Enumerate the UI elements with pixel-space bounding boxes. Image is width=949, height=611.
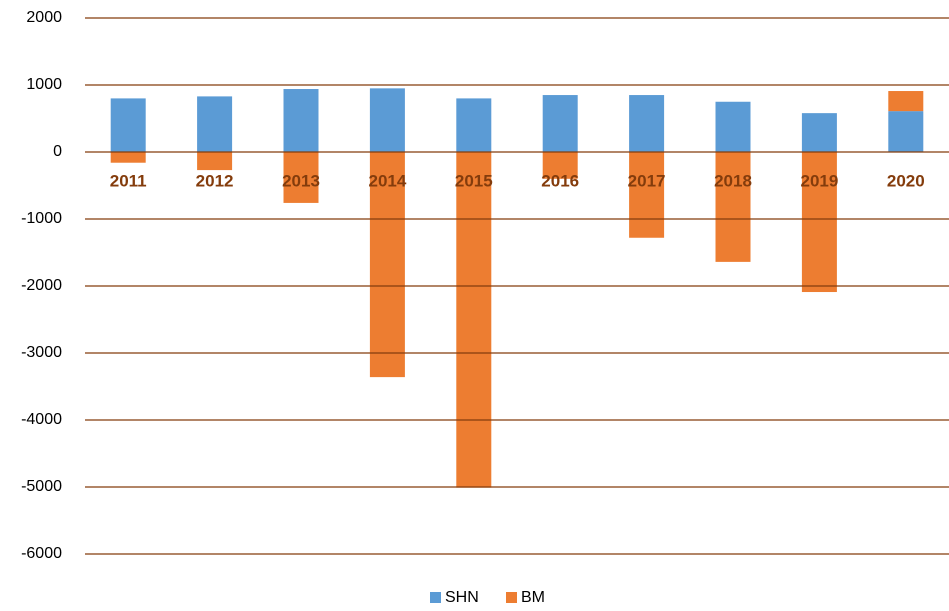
bar bbox=[542, 95, 578, 152]
x-tick-label: 2019 bbox=[800, 171, 838, 190]
y-tick-label: -6000 bbox=[21, 545, 62, 562]
bar bbox=[715, 101, 751, 152]
bar bbox=[456, 152, 492, 488]
y-tick-label: -2000 bbox=[21, 277, 62, 294]
bar bbox=[197, 96, 233, 152]
legend-label: BM bbox=[521, 589, 545, 606]
bar bbox=[629, 152, 665, 238]
y-tick-label: -5000 bbox=[21, 478, 62, 495]
bar bbox=[801, 113, 837, 152]
y-tick-label: 2000 bbox=[26, 9, 62, 26]
legend-label: SHN bbox=[445, 589, 479, 606]
x-tick-label: 2014 bbox=[368, 171, 406, 190]
bar bbox=[369, 88, 405, 152]
x-tick-label: 2018 bbox=[714, 171, 752, 190]
y-tick-label: -1000 bbox=[21, 210, 62, 227]
bar bbox=[110, 98, 146, 152]
x-tick-label: 2017 bbox=[628, 171, 666, 190]
x-tick-label: 2011 bbox=[110, 171, 147, 190]
y-tick-label: 0 bbox=[53, 143, 62, 160]
bar bbox=[283, 89, 319, 152]
x-tick-label: 2013 bbox=[282, 171, 320, 190]
x-tick-label: 2012 bbox=[196, 171, 234, 190]
x-tick-label: 2020 bbox=[887, 171, 925, 190]
bar bbox=[197, 152, 233, 171]
y-tick-label: -3000 bbox=[21, 344, 62, 361]
bar bbox=[542, 152, 578, 179]
x-tick-label: 2015 bbox=[455, 171, 493, 190]
y-tick-label: -4000 bbox=[21, 411, 62, 428]
bar bbox=[801, 152, 837, 293]
bar bbox=[110, 152, 146, 163]
bar bbox=[629, 95, 665, 152]
bar bbox=[888, 111, 924, 152]
y-tick-label: 1000 bbox=[26, 76, 62, 93]
bar bbox=[715, 152, 751, 262]
bar bbox=[888, 91, 924, 112]
legend-swatch bbox=[506, 592, 517, 603]
x-tick-label: 2016 bbox=[541, 171, 579, 190]
bar bbox=[456, 98, 492, 152]
bar bbox=[369, 152, 405, 378]
legend-swatch bbox=[430, 592, 441, 603]
bar bbox=[283, 152, 319, 203]
